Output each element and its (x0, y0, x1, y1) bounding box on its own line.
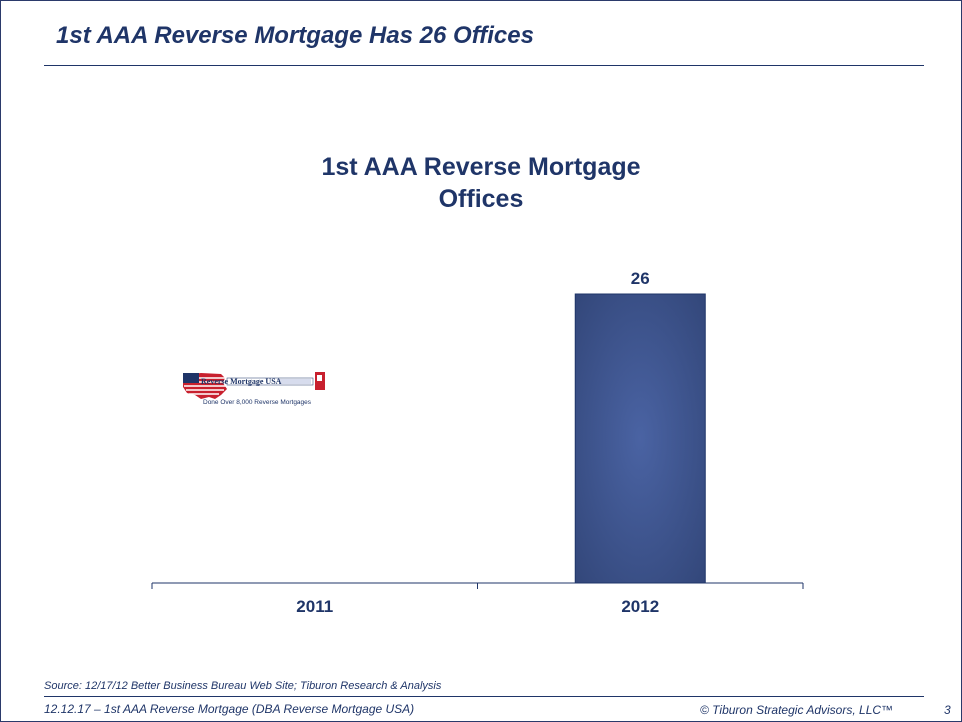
page-number: 3 (944, 703, 951, 717)
logo-brand-text: Reverse Mortgage USA (201, 377, 282, 386)
chart-title-line2: Offices (438, 185, 524, 213)
data-label-2012: 26 (631, 269, 650, 288)
logo-tagline: Done Over 8,000 Reverse Mortgages (203, 399, 312, 406)
footer-date-title: 12.12.17 – 1st AAA Reverse Mortgage (DBA… (44, 702, 415, 716)
footer-copyright: © Tiburon Strategic Advisors, LLC™ (700, 703, 894, 717)
usa-map-flag-icon (183, 372, 325, 399)
reverse-mortgage-usa-logo: Reverse Mortgage USA Done Over 8,000 Rev… (181, 369, 333, 409)
slide-title: 1st AAA Reverse Mortgage Has 26 Offices (56, 22, 534, 49)
footer-divider (44, 696, 924, 697)
source-note: Source: 12/17/12 Better Business Bureau … (44, 680, 442, 692)
x-tick-label-2011: 2011 (296, 597, 333, 616)
x-tick-label-2012: 2012 (621, 597, 659, 616)
bar-2012 (574, 293, 706, 584)
title-divider (44, 65, 924, 66)
chart-title-line1: 1st AAA Reverse Mortgage (321, 153, 641, 181)
